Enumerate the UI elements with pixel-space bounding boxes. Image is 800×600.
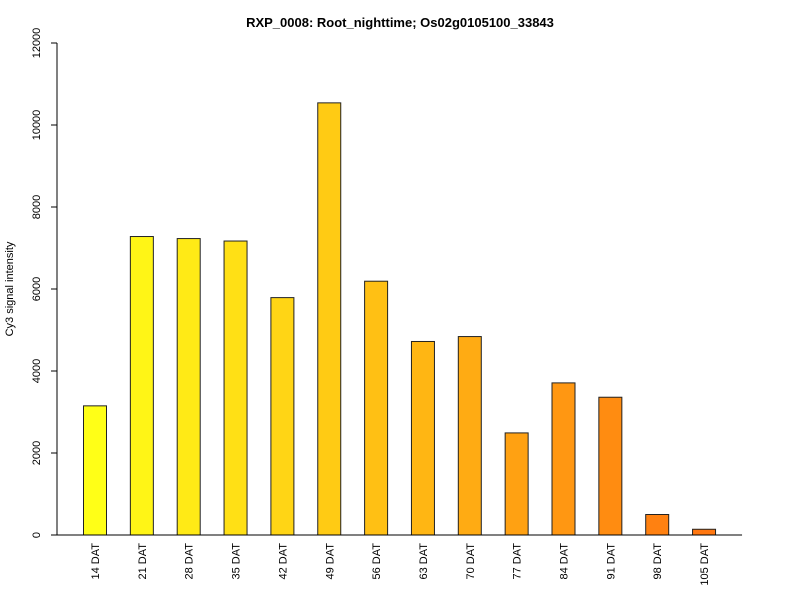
bar xyxy=(645,514,670,536)
x-tick-label: 28 DAT xyxy=(184,543,196,580)
x-tick-label: 35 DAT xyxy=(231,543,243,580)
y-tick-label: 0 xyxy=(31,532,43,538)
x-tick-label: 98 DAT xyxy=(652,543,664,580)
y-tick-label: 4000 xyxy=(31,359,43,383)
y-axis: 0 2000 4000 6000 8000 10000 12000 xyxy=(31,28,58,538)
bar xyxy=(457,336,482,536)
x-tick-label: 91 DAT xyxy=(605,543,617,580)
bars xyxy=(83,102,717,536)
x-tick-label: 84 DAT xyxy=(559,543,571,580)
bar xyxy=(410,340,435,536)
bar xyxy=(317,102,342,536)
y-tick-label: 10000 xyxy=(31,110,43,141)
y-axis-label: Cy3 signal intensity xyxy=(4,241,16,336)
y-tick-label: 2000 xyxy=(31,441,43,465)
y-tick-label: 8000 xyxy=(31,195,43,219)
x-tick-label: 49 DAT xyxy=(324,543,336,580)
y-tick-label: 12000 xyxy=(31,28,43,59)
x-tick-label: 105 DAT xyxy=(699,543,711,586)
x-tick-label: 77 DAT xyxy=(512,543,524,580)
x-tick-label: 70 DAT xyxy=(465,543,477,580)
x-tick-label: 56 DAT xyxy=(371,543,383,580)
bar xyxy=(270,297,295,536)
x-tick-label: 14 DAT xyxy=(90,543,102,580)
chart-title: RXP_0008: Root_nighttime; Os02g0105100_3… xyxy=(246,15,554,30)
x-tick-label: 21 DAT xyxy=(137,543,149,580)
x-axis: 14 DAT 21 DAT 28 DAT 35 DAT 42 DAT 49 DAT 56 D… xyxy=(57,534,743,586)
bar xyxy=(364,280,389,536)
bar xyxy=(504,432,529,536)
bar xyxy=(598,396,623,536)
x-tick-label: 42 DAT xyxy=(277,543,289,580)
bar xyxy=(83,405,107,536)
y-tick-label: 6000 xyxy=(31,277,43,301)
bar xyxy=(551,382,576,536)
bar xyxy=(223,240,248,536)
bar xyxy=(176,238,201,536)
bar xyxy=(692,528,717,536)
bar xyxy=(129,236,154,536)
x-tick-label: 63 DAT xyxy=(418,543,430,580)
